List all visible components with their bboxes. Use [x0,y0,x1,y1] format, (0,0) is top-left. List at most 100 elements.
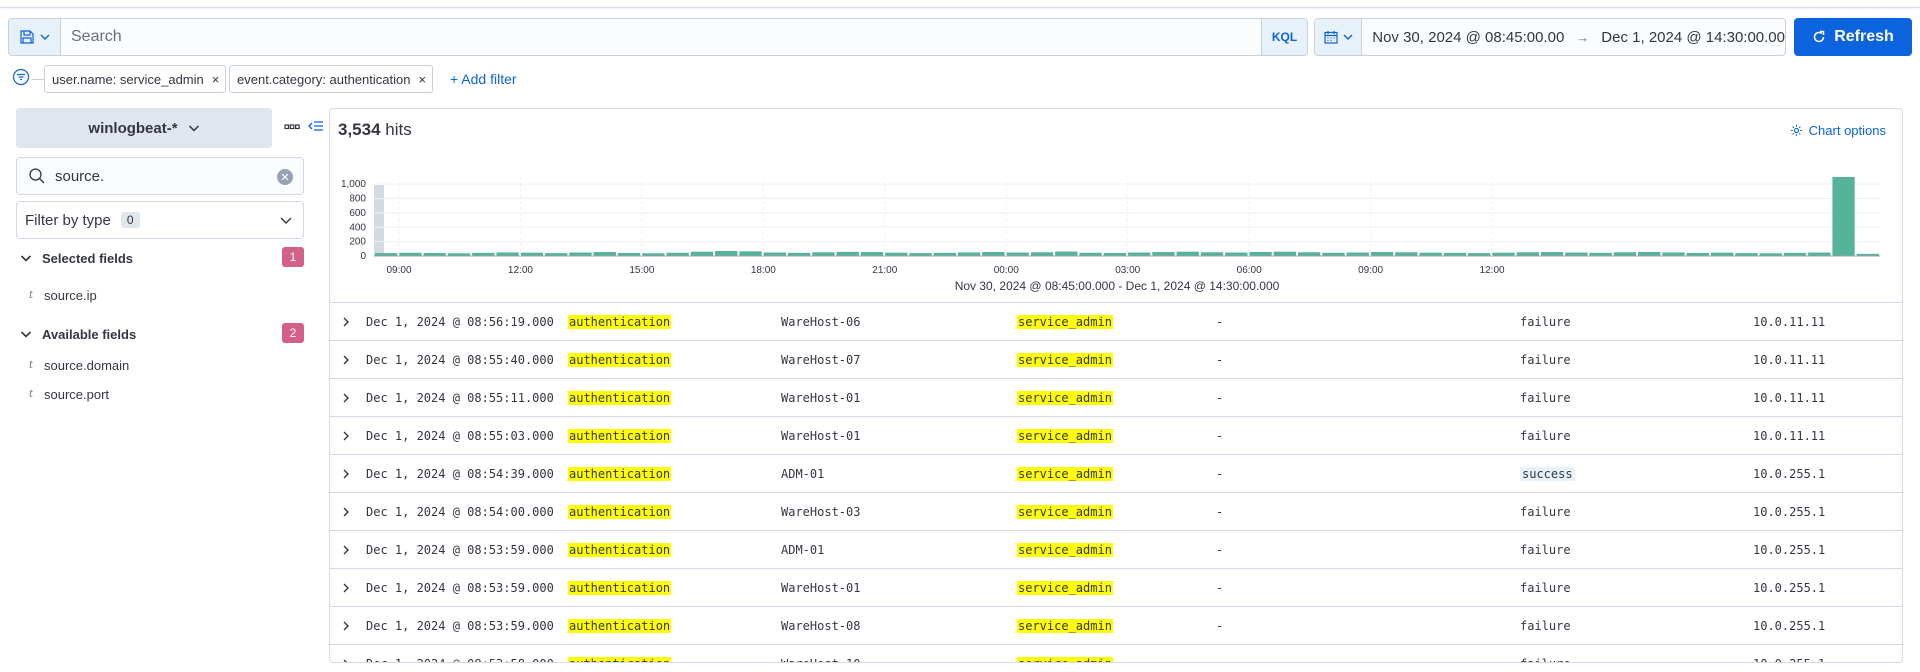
histogram-bar[interactable] [1516,252,1539,256]
histogram-bar[interactable] [1322,252,1345,256]
search-input[interactable] [61,19,1261,55]
clear-search-icon[interactable]: ✕ [277,169,293,185]
histogram-bar[interactable] [472,252,495,256]
expand-row-icon[interactable] [340,544,352,556]
histogram-bar[interactable] [666,252,689,256]
expand-row-icon[interactable] [340,582,352,594]
histogram-bar[interactable] [1225,252,1248,256]
histogram-bar[interactable] [1638,251,1661,256]
table-row[interactable]: Dec 1, 2024 @ 08:54:00.000 authentication… [330,493,1902,531]
field-source-port[interactable]: t source.port [26,383,109,405]
date-end[interactable]: Dec 1, 2024 @ 14:30:00.00 [1601,28,1785,46]
histogram-bar[interactable] [1298,252,1321,256]
histogram-bar[interactable] [860,252,884,256]
histogram-bar[interactable] [569,252,592,256]
histogram-bar[interactable] [1030,252,1054,256]
histogram-bar[interactable] [1249,251,1272,256]
histogram-bar[interactable] [1613,252,1637,256]
histogram-bar[interactable] [545,253,568,256]
histogram-bar[interactable] [642,253,665,256]
histogram-bar[interactable] [1103,252,1126,256]
histogram-bar[interactable] [1370,252,1394,256]
expand-row-icon[interactable] [340,620,352,632]
expand-row-icon[interactable] [340,316,352,328]
histogram-bar[interactable] [1783,252,1807,256]
expand-row-icon[interactable] [340,354,352,366]
histogram-bar[interactable] [690,251,714,256]
available-fields-header[interactable]: Available fields 2 [20,323,304,345]
histogram-bar[interactable] [1055,251,1078,256]
date-quick-menu-button[interactable] [1315,19,1363,55]
filter-pill-event-category[interactable]: event.category: authentication × [229,65,434,93]
histogram-bar[interactable] [1662,252,1685,256]
histogram-bar[interactable] [375,253,398,256]
histogram-bar[interactable] [1686,252,1709,256]
histogram-bar[interactable] [1565,252,1588,256]
table-row[interactable]: Dec 1, 2024 @ 08:53:59.000 authentication… [330,607,1902,645]
histogram-bar[interactable] [1006,252,1029,256]
date-start[interactable]: Nov 30, 2024 @ 08:45:00.00 [1372,28,1565,46]
filter-menu-icon[interactable] [12,68,30,86]
histogram-bar[interactable] [1152,252,1175,256]
histogram-bar[interactable] [1589,252,1612,256]
histogram-bar[interactable] [1395,252,1418,256]
refresh-button[interactable]: Refresh [1794,18,1912,56]
histogram-bar[interactable] [423,252,446,256]
table-row[interactable]: Dec 1, 2024 @ 08:53:59.000 authentication… [330,531,1902,569]
filter-pill-user-name[interactable]: user.name: service_admin × [44,65,227,93]
field-search-input[interactable] [55,167,275,185]
table-row[interactable]: Dec 1, 2024 @ 08:55:03.000 authentication… [330,417,1902,455]
histogram-bar[interactable] [1856,253,1879,256]
table-row[interactable]: Dec 1, 2024 @ 08:54:39.000 authentication… [330,455,1902,493]
field-source-ip[interactable]: t source.ip [26,284,97,306]
expand-row-icon[interactable] [340,430,352,442]
expand-row-icon[interactable] [340,468,352,480]
field-source-domain[interactable]: t source.domain [26,354,129,376]
histogram-bar[interactable] [617,252,641,256]
histogram-bar[interactable] [1079,252,1102,256]
histogram-bar[interactable] [1832,177,1855,256]
histogram-bar[interactable] [812,252,835,256]
close-icon[interactable]: × [418,71,427,87]
hits-histogram[interactable]: 0 200 400 600 800 1,000 09:00 12:00 15:00 18:00 21… [330,157,1903,277]
histogram-bar[interactable] [982,251,1005,256]
collapse-sidebar-icon[interactable] [307,117,325,135]
histogram-bar[interactable] [1128,252,1151,256]
histogram-bar[interactable] [1443,252,1467,256]
histogram-bar[interactable] [496,252,519,256]
index-pattern-selector[interactable]: winlogbeat-* [16,108,272,148]
histogram-bar[interactable] [1540,252,1564,256]
histogram-bar[interactable] [763,252,786,256]
histogram-bar[interactable] [1346,252,1369,256]
expand-row-icon[interactable] [340,392,352,404]
add-filter-button[interactable]: + Add filter [450,71,517,87]
saved-query-button[interactable] [9,19,61,55]
expand-row-icon[interactable] [340,658,352,662]
more-options-icon[interactable] [283,118,301,136]
table-row[interactable]: Dec 1, 2024 @ 08:53:59.000 authentication… [330,569,1902,607]
histogram-bar[interactable] [715,250,738,256]
table-row[interactable]: Dec 1, 2024 @ 08:55:11.000 authentication… [330,379,1902,417]
histogram-bar[interactable] [909,253,932,256]
histogram-bar[interactable] [520,252,544,256]
histogram-bar[interactable] [885,252,908,256]
table-row[interactable]: Dec 1, 2024 @ 08:56:19.000 authentication… [330,303,1902,341]
histogram-bar[interactable] [1468,253,1491,256]
histogram-bar[interactable] [836,251,859,256]
histogram-bar[interactable] [1710,252,1734,256]
histogram-bar[interactable] [1808,252,1831,256]
histogram-bar[interactable] [933,252,956,256]
histogram-bar[interactable] [1200,252,1224,256]
histogram-bar[interactable] [739,251,762,256]
filter-by-type-button[interactable]: Filter by type 0 [16,201,304,239]
histogram-bar[interactable] [957,252,981,256]
histogram-bar[interactable] [1492,252,1515,256]
close-icon[interactable]: × [211,71,220,87]
expand-row-icon[interactable] [340,506,352,518]
histogram-bar[interactable] [447,253,471,256]
histogram-bar[interactable] [399,252,422,256]
histogram-bar[interactable] [593,252,616,256]
chart-options-button[interactable]: Chart options [1790,123,1886,138]
histogram-bar[interactable] [1735,253,1758,256]
kql-language-button[interactable]: KQL [1261,19,1307,55]
